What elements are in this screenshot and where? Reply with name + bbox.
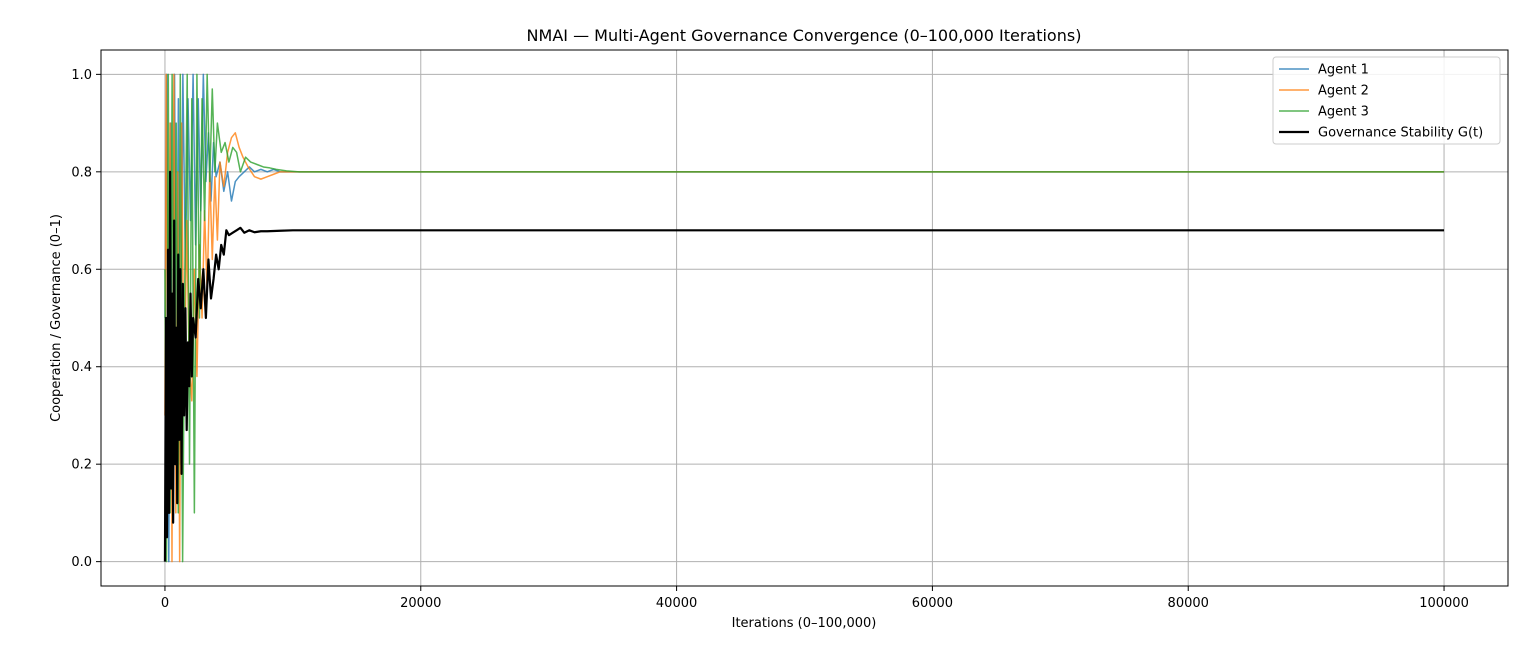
y-tick-label: 0.8	[71, 165, 92, 180]
y-tick-label: 0.0	[71, 555, 92, 570]
legend-box	[1272, 56, 1501, 145]
x-axis-ticks: 0 20000 40000 60000 80000 100000	[161, 586, 1469, 611]
legend-label-4: Governance Stability G(t)	[1318, 126, 1483, 141]
legend: Agent 1 Agent 2 Agent 3 Governance Stabilit…	[1272, 56, 1501, 145]
legend-label-1: Agent 1	[1318, 63, 1369, 78]
chart-title: NMAI — Multi-Agent Governance Convergenc…	[527, 26, 1082, 45]
legend-label-2: Agent 2	[1318, 84, 1369, 99]
y-axis-label: Cooperation / Governance (0–1)	[49, 214, 64, 422]
legend-label-3: Agent 3	[1318, 105, 1369, 120]
x-tick-label: 20000	[400, 596, 441, 611]
x-tick-label: 0	[161, 596, 169, 611]
series-line-4	[163, 170, 1445, 562]
x-tick-label: 40000	[656, 596, 697, 611]
plot-frame	[100, 49, 1509, 587]
y-tick-label: 1.0	[71, 68, 92, 83]
y-tick-label: 0.6	[71, 263, 92, 278]
y-tick-label: 0.2	[71, 458, 92, 473]
x-axis-label: Iterations (0–100,000)	[732, 616, 877, 631]
x-tick-label: 60000	[912, 596, 953, 611]
y-tick-label: 0.4	[71, 360, 92, 375]
y-axis-ticks: 0.0 0.2 0.4 0.6 0.8 1.0	[71, 68, 101, 570]
series-layer	[163, 73, 1445, 563]
x-tick-label: 80000	[1168, 596, 1209, 611]
x-tick-label: 100000	[1419, 596, 1469, 611]
